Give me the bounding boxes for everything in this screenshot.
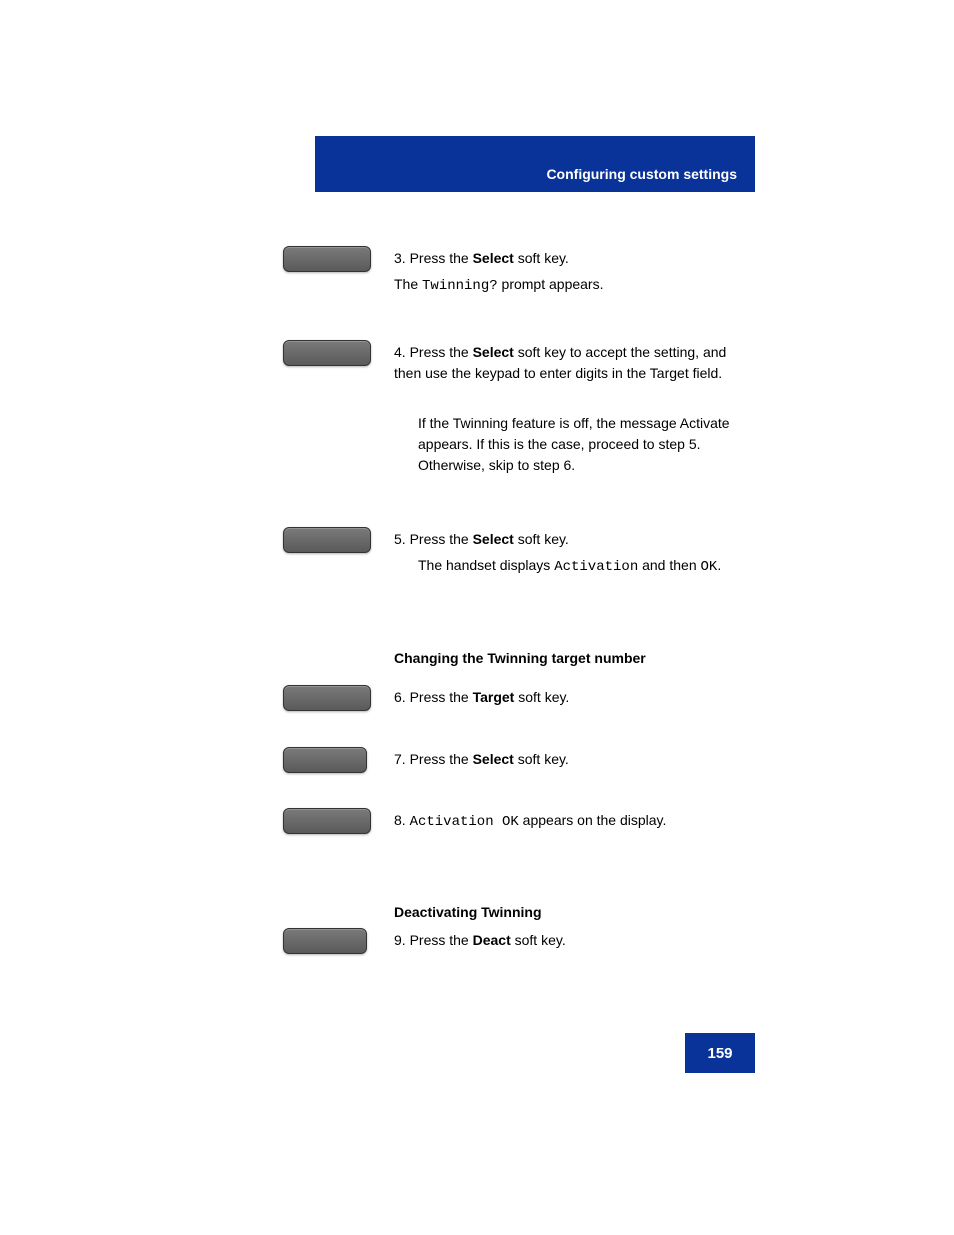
step-7-text: 7. Press the Select soft key. <box>394 749 749 770</box>
step8-mono: Activation OK <box>410 814 519 830</box>
step8-part-b: appears on the display. <box>519 812 667 828</box>
step4-part-a: 4. Press the <box>394 344 473 360</box>
soft-key-step9[interactable] <box>283 928 367 954</box>
step6-target: Target <box>473 689 515 705</box>
soft-key-step3[interactable] <box>283 246 371 272</box>
step-3-text: 3. Press the Select soft key. <box>394 248 749 269</box>
step-5-text: 5. Press the Select soft key. <box>394 529 749 550</box>
deactivate-label: Deactivating Twinning <box>394 902 749 923</box>
header-bar: Configuring custom settings <box>315 136 755 192</box>
step5-select: Select <box>473 531 514 547</box>
soft-key-step6[interactable] <box>283 685 371 711</box>
step5-info-mono2: OK <box>701 559 718 575</box>
step-5-info: The handset displays Activation and then… <box>418 555 754 578</box>
step7-part-c: soft key. <box>514 751 569 767</box>
step-4-note: If the Twinning feature is off, the mess… <box>418 413 754 476</box>
step9-part-c: soft key. <box>511 932 566 948</box>
step9-part-a: 9. Press the <box>394 932 473 948</box>
soft-key-step5[interactable] <box>283 527 371 553</box>
step3-part-a: 3. Press the <box>394 250 473 266</box>
step6-part-a: 6. Press the <box>394 689 473 705</box>
deact-label-text: Deactivating Twinning <box>394 904 542 920</box>
step5-info-mono1: Activation <box>554 559 638 575</box>
change-label-text: Changing the Twinning target number <box>394 650 646 666</box>
step9-deact: Deact <box>473 932 511 948</box>
step-9-text: 9. Press the Deact soft key. <box>394 930 749 951</box>
step-6-text: 6. Press the Target soft key. <box>394 687 749 708</box>
page-number-box: 159 <box>685 1033 755 1073</box>
step-8-text: 8. Activation OK appears on the display. <box>394 810 754 833</box>
step3-prompt-b: prompt appears. <box>498 276 604 292</box>
step5-info-c: . <box>717 557 721 573</box>
change-target-label: Changing the Twinning target number <box>394 648 749 669</box>
page-number: 159 <box>707 1045 732 1062</box>
soft-key-step7[interactable] <box>283 747 367 773</box>
step-4-text: 4. Press the Select soft key to accept t… <box>394 342 754 384</box>
step5-info-a: The handset displays <box>418 557 554 573</box>
step5-part-c: soft key. <box>514 531 569 547</box>
page-container: Configuring custom settings 3. Press the… <box>0 0 954 1235</box>
soft-key-step8[interactable] <box>283 808 371 834</box>
step8-part-a: 8. <box>394 812 410 828</box>
step3-part-c: soft key. <box>514 250 569 266</box>
step5-info-b: and then <box>642 557 700 573</box>
step4-select: Select <box>473 344 514 360</box>
step3-select: Select <box>473 250 514 266</box>
step3-prompt-a: The <box>394 276 422 292</box>
step7-select: Select <box>473 751 514 767</box>
step6-part-c: soft key. <box>514 689 569 705</box>
step-3-prompt: The Twinning? prompt appears. <box>394 274 749 297</box>
step3-prompt-mono: Twinning? <box>422 278 498 294</box>
header-title: Configuring custom settings <box>546 166 737 182</box>
soft-key-step4[interactable] <box>283 340 371 366</box>
step7-part-a: 7. Press the <box>394 751 473 767</box>
step5-part-a: 5. Press the <box>394 531 473 547</box>
